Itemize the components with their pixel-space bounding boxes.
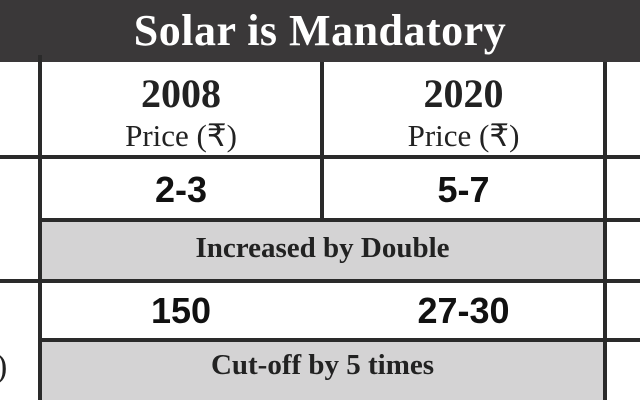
cropped-text-fragment: ): [0, 348, 7, 386]
grid-line-h2: [38, 218, 640, 222]
value-text: 2-3: [154, 169, 208, 210]
year-label: 2020: [423, 71, 504, 116]
note-cell: Increased by Double: [42, 222, 603, 279]
grid-line-h1: [0, 155, 640, 159]
value-cell: 2-3: [42, 159, 320, 218]
value-text: 27-30: [417, 290, 510, 331]
header-cell-2008: 2008 Price (₹): [42, 62, 320, 155]
grid-line-middle: [320, 62, 324, 282]
note-text: Cut-off by 5 times: [210, 349, 435, 381]
value-text: 5-7: [437, 169, 490, 210]
header-cell-2020: 2020 Price (₹): [324, 62, 603, 155]
grid-line-h3: [0, 279, 640, 283]
value-text: 150: [150, 290, 212, 331]
price-label: Price (₹): [125, 118, 237, 153]
note-cell: Cut-off by 5 times: [42, 342, 603, 400]
grid-line-right: [603, 62, 607, 400]
grid-line-left: [38, 55, 42, 400]
price-label: Price (₹): [407, 118, 520, 153]
year-label: 2008: [141, 71, 221, 116]
title-bar: Solar is Mandatory: [0, 0, 640, 62]
value-cell: 5-7: [324, 159, 603, 218]
value-cell: 150: [42, 283, 320, 338]
value-cell: 27-30: [324, 283, 603, 338]
note-text: Increased by Double: [195, 232, 450, 264]
page-title: Solar is Mandatory: [133, 5, 507, 55]
grid-line-h4: [38, 338, 640, 342]
